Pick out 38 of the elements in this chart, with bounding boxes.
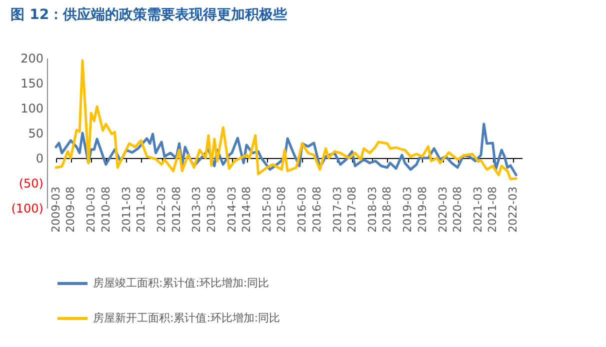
x-tick-label: 2010-08 [99, 186, 112, 232]
x-tick-label: 2013-03 [190, 186, 204, 232]
x-tick-label: 2018-03 [366, 186, 379, 232]
x-tick-label: 2019-03 [401, 186, 414, 232]
y-tick-label: 100 [20, 102, 44, 116]
y-tick-label: 200 [20, 52, 44, 66]
y-tick-label: (100) [11, 202, 44, 216]
x-tick-label: 2011-08 [134, 186, 148, 232]
x-tick-label: 2021-08 [486, 186, 500, 232]
x-tick-label: 2010-03 [84, 186, 98, 232]
x-tick-label: 2009-08 [64, 186, 78, 232]
x-tick-label: 2021-03 [472, 186, 484, 232]
x-tick-label: 2009-03 [50, 186, 62, 232]
x-tick-label: 2018-08 [380, 186, 394, 232]
x-tick-label: 2011-03 [120, 186, 133, 232]
x-tick-label: 2012-08 [170, 186, 183, 232]
x-tick-label: 2022-03 [506, 186, 520, 232]
x-tick-label: 2013-08 [204, 186, 218, 232]
x-tick-label: 2012-03 [155, 186, 168, 232]
x-tick-label: 2020-03 [436, 186, 450, 232]
x-tick-label: 2014-03 [225, 186, 238, 232]
y-tick-label: 50 [28, 126, 44, 140]
y-tick-label: (50) [18, 176, 44, 190]
x-tick-label: 2015-03 [260, 186, 274, 232]
x-tick-label: 2016-08 [310, 186, 324, 232]
chart-title: 图 12：供应端的政策需要表现得更加积极些 [10, 6, 288, 23]
y-tick-label: 150 [20, 76, 44, 90]
line-series [54, 59, 518, 180]
y-tick-label: 0 [36, 152, 44, 166]
x-tick-label: 2014-08 [240, 186, 254, 232]
legend-label: 房屋竣工面积:累计值:环比增加:同比 [93, 276, 270, 290]
x-tick-label: 2017-03 [330, 186, 344, 232]
x-tick-label: 2020-08 [451, 186, 464, 232]
legend-label: 房屋新开工面积:累计值:环比增加:同比 [93, 312, 280, 324]
x-tick-label: 2016-03 [296, 186, 309, 232]
x-tick-label: 2017-08 [346, 186, 359, 232]
x-tick-label: 2015-08 [275, 186, 288, 232]
x-tick-label: 2019-08 [416, 186, 429, 232]
